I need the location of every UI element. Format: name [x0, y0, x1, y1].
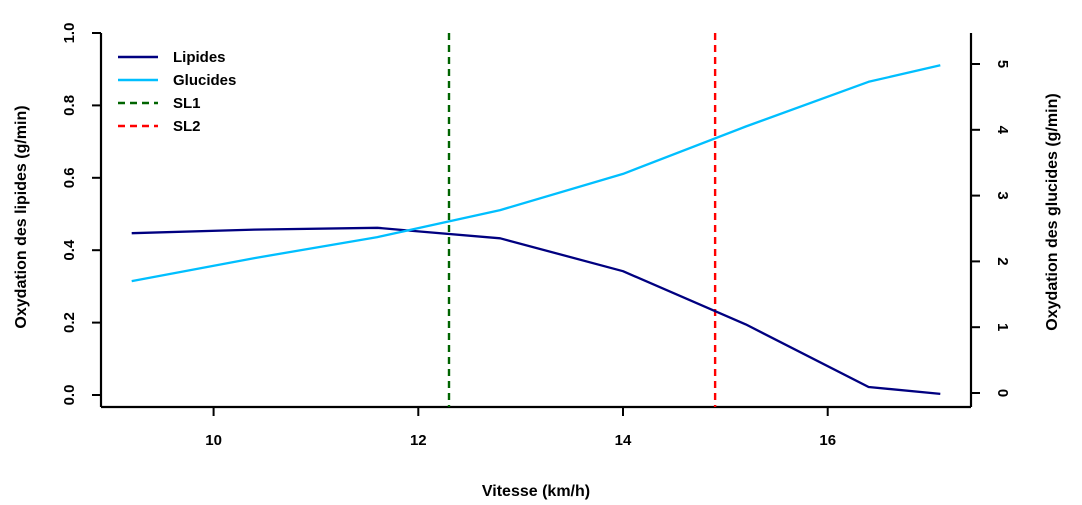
x-tick-label-2: 14: [615, 432, 632, 449]
y-left-axis-label: Oxydation des lipides (g/min): [13, 105, 30, 328]
y-left-tick-label-3: 0.6: [61, 167, 78, 188]
y-left-tick-label-4: 0.8: [61, 95, 78, 116]
series-line-glucides: [131, 64, 941, 283]
y-left-tick-label-1: 0.2: [61, 312, 78, 333]
y-right-ticks: 0 1 2 3 4 5: [971, 60, 1011, 397]
legend-label-glucides: Glucides: [173, 72, 236, 89]
y-right-tick-label-5: 5: [994, 60, 1011, 68]
legend-label-lipides: Lipides: [173, 49, 226, 66]
x-tick-label-3: 16: [819, 432, 836, 449]
y-right-tick-label-0: 0: [994, 389, 1011, 397]
y-right-tick-label-1: 1: [994, 323, 1011, 331]
series-lines: [131, 64, 941, 396]
x-axis-label: Vitesse (km/h): [482, 483, 590, 500]
y-right-tick-label-2: 2: [994, 257, 1011, 265]
y-right-tick-label-4: 4: [994, 126, 1011, 135]
series-line-lipides: [131, 226, 941, 396]
threshold-lines: [447, 33, 717, 407]
legend: Lipides Glucides SL1 SL2: [118, 49, 236, 135]
y-right-axis-label: Oxydation des glucides (g/min): [1044, 93, 1061, 330]
y-left-ticks: 0.0 0.2 0.4 0.6 0.8 1.0: [61, 23, 101, 406]
x-tick-label-1: 12: [410, 432, 427, 449]
legend-label-sl2: SL2: [173, 118, 201, 135]
y-right-tick-label-3: 3: [994, 191, 1011, 199]
x-ticks: 10 12 14 16: [205, 407, 836, 449]
y-left-tick-label-2: 0.4: [61, 239, 78, 261]
y-left-tick-label-0: 0.0: [61, 385, 78, 406]
y-left-tick-label-5: 1.0: [61, 23, 78, 44]
legend-label-sl1: SL1: [173, 95, 201, 112]
x-tick-label-0: 10: [205, 432, 222, 449]
